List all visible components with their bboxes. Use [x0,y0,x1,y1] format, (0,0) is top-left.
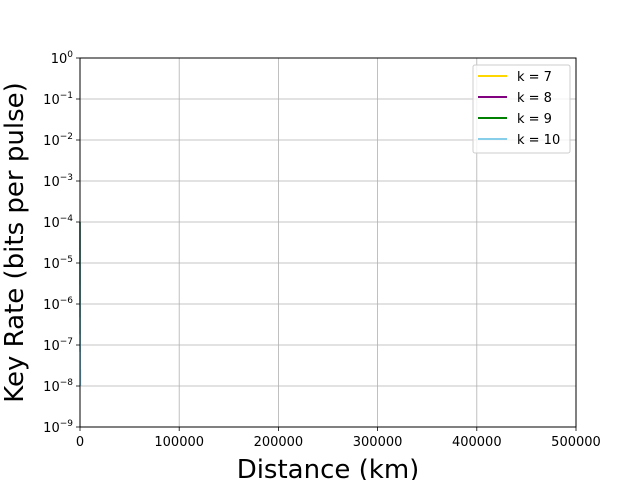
x-tick-label: 200000 [254,435,304,450]
y-tick-exponent: −9 [60,419,74,429]
y-tick-base: 10 [43,421,60,436]
x-tick-label: 100000 [154,435,204,450]
y-tick-base: 10 [51,52,68,67]
y-tick-label: 10−4 [43,214,73,231]
legend-label: k = 9 [517,112,552,127]
y-axis-label: Key Rate (bits per pulse) [0,82,30,403]
y-tick-base: 10 [43,216,60,231]
y-tick-exponent: −4 [60,214,74,224]
y-tick-label: 10−6 [43,296,73,313]
y-tick-exponent: 0 [67,50,73,60]
y-tick-exponent: −7 [60,337,73,347]
y-tick-label: 10−5 [43,255,73,272]
x-axis-ticks: 0 100000 200000 300000 400000 500000 [76,427,601,450]
y-tick-label: 10−7 [43,337,73,354]
y-tick-exponent: −6 [60,296,74,306]
legend-box [472,64,571,154]
x-tick-label: 400000 [452,435,502,450]
x-tick-label: 300000 [353,435,403,450]
plot-frame [79,57,577,428]
y-tick-base: 10 [43,257,60,272]
y-tick-base: 10 [43,298,60,313]
y-tick-label: 100 [51,50,74,67]
y-tick-exponent: −5 [60,255,73,265]
x-axis-label: Distance (km) [237,455,420,480]
y-tick-base: 10 [43,339,60,354]
y-tick-base: 10 [43,175,60,190]
y-tick-exponent: −2 [60,132,73,142]
y-tick-label: 10−1 [43,91,73,108]
y-tick-base: 10 [43,93,60,108]
legend-label: k = 7 [517,70,552,85]
x-tick-label: 500000 [551,435,601,450]
y-tick-exponent: −3 [60,173,73,183]
y-tick-base: 10 [43,134,60,149]
y-tick-exponent: −1 [60,91,73,101]
y-tick-label: 10−9 [43,419,73,436]
grid [79,57,577,428]
y-tick-label: 10−8 [43,378,73,395]
y-tick-exponent: −8 [60,378,74,388]
legend-label: k = 10 [517,133,560,148]
y-tick-base: 10 [43,380,60,395]
legend-label: k = 8 [517,91,552,106]
y-tick-label: 10−2 [43,132,73,149]
y-tick-label: 10−3 [43,173,73,190]
legend: k = 7 k = 8 k = 9 k = 10 [472,64,571,154]
x-tick-label: 0 [76,435,84,450]
